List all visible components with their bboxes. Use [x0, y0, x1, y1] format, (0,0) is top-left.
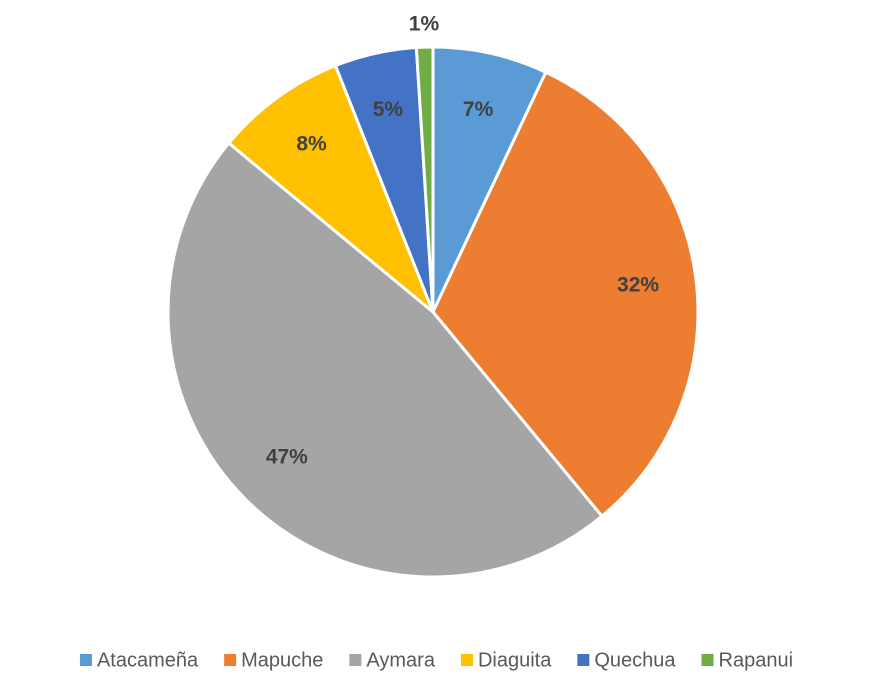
legend-label: Atacameña — [97, 649, 199, 671]
legend-swatch — [224, 654, 237, 666]
pie-slice — [414, 45, 435, 313]
legend-swatch — [349, 654, 362, 666]
data-label: 47% — [266, 446, 308, 469]
data-label: 8% — [296, 132, 327, 155]
data-label: 1% — [409, 13, 440, 36]
legend: Atacameña Mapuche Aymara Diaguita Quechua Rap… — [79, 649, 794, 671]
pie-slice — [166, 140, 605, 579]
data-label: 5% — [373, 98, 404, 121]
legend-label: Diaguita — [478, 649, 552, 671]
pie-slice — [431, 70, 700, 519]
pie-slice — [226, 63, 435, 314]
legend-swatch — [701, 654, 714, 666]
legend-swatch — [460, 654, 473, 666]
legend-label: Rapanui — [719, 649, 794, 671]
legend-label: Mapuche — [241, 649, 323, 671]
pie-slice — [431, 45, 548, 313]
legend-label: Quechua — [594, 649, 676, 671]
data-label: 32% — [617, 274, 659, 297]
data-label: 7% — [463, 98, 494, 121]
legend-label: Aymara — [366, 649, 435, 671]
legend-swatch — [79, 654, 92, 666]
legend-swatch — [577, 654, 590, 666]
